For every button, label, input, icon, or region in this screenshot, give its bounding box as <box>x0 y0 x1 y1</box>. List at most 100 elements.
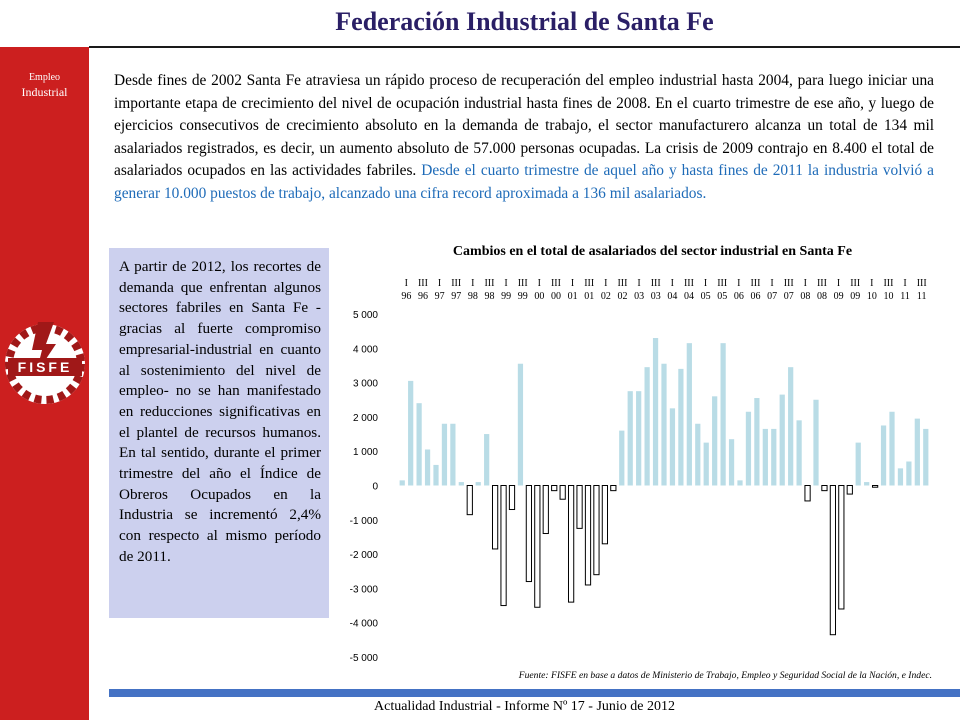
bar <box>804 485 811 502</box>
top-label-quarter: I <box>671 278 674 289</box>
top-label-year: 11 <box>917 291 927 302</box>
bar <box>433 464 439 486</box>
top-label-year: 97 <box>435 291 445 302</box>
bar <box>855 442 861 486</box>
bar <box>399 480 405 486</box>
bar <box>897 468 904 486</box>
top-label-quarter: III <box>750 278 760 289</box>
top-label-year: 04 <box>684 291 694 302</box>
top-label-quarter: III <box>418 278 428 289</box>
top-label-quarter: III <box>451 278 461 289</box>
top-label-year: 96 <box>401 291 411 302</box>
bar <box>796 420 802 486</box>
top-label-year: 08 <box>800 291 810 302</box>
y-tick-label: -3 000 <box>350 584 379 595</box>
bar <box>424 449 431 486</box>
bar <box>584 485 592 586</box>
top-label-quarter: I <box>538 278 541 289</box>
bar <box>906 461 912 486</box>
y-tick-label: -1 000 <box>350 516 379 527</box>
y-tick-label: -4 000 <box>350 619 379 630</box>
bar <box>652 338 659 486</box>
bar <box>408 380 414 486</box>
top-label-quarter: I <box>504 278 507 289</box>
top-label-year: 10 <box>867 291 877 302</box>
bar <box>712 396 718 486</box>
bar <box>517 363 524 486</box>
top-label-year: 07 <box>784 291 794 302</box>
sidebox-note: A partir de 2012, los recortes de demand… <box>109 248 329 618</box>
top-label-year: 04 <box>667 291 677 302</box>
top-label-year: 09 <box>834 291 844 302</box>
top-label-year: 00 <box>534 291 544 302</box>
top-label-quarter: III <box>717 278 727 289</box>
top-label-quarter: III <box>883 278 893 289</box>
top-label-year: 00 <box>551 291 561 302</box>
top-label-quarter: III <box>551 278 561 289</box>
bar <box>754 398 760 486</box>
bar <box>864 482 870 486</box>
page-title: Federación Industrial de Santa Fe <box>335 7 714 36</box>
top-label-quarter: III <box>617 278 627 289</box>
top-label-quarter: III <box>784 278 794 289</box>
chart-source: Fuente: FISFE en base a datos de Ministe… <box>518 670 932 681</box>
bar <box>593 485 600 576</box>
top-label-quarter: I <box>804 278 807 289</box>
bar <box>551 485 558 492</box>
bar <box>610 485 617 492</box>
bar <box>466 485 473 516</box>
bar <box>737 480 743 486</box>
chart-title: Cambios en el total de asalariados del s… <box>452 244 853 259</box>
intro-text: Desde fines de 2002 Santa Fe atraviesa u… <box>114 72 934 179</box>
top-label-year: 07 <box>767 291 777 302</box>
top-label-quarter: I <box>438 278 441 289</box>
y-tick-label: 4 000 <box>353 344 378 355</box>
y-tick-label: 5 000 <box>353 310 378 321</box>
sidebar-label-line2: Industrial <box>21 85 68 99</box>
top-label-year: 97 <box>451 291 461 302</box>
bar <box>728 439 735 486</box>
top-label-year: 01 <box>568 291 578 302</box>
bar <box>627 391 633 486</box>
bar <box>661 363 667 486</box>
logo-text: FISFE <box>18 359 73 375</box>
bar <box>491 485 499 550</box>
bar <box>601 485 609 545</box>
top-label-year: 06 <box>734 291 744 302</box>
bar <box>441 423 448 486</box>
y-tick-label: 1 000 <box>353 447 378 458</box>
top-label-quarter: III <box>484 278 494 289</box>
top-label-year: 03 <box>634 291 644 302</box>
bar <box>779 394 785 486</box>
bar <box>458 482 464 486</box>
bar <box>669 408 676 486</box>
y-axis: 5 000 4 000 3 000 2 000 1 000 0 -1 000 -2 000 -3… <box>350 310 379 664</box>
bar <box>484 434 490 486</box>
bar <box>880 425 887 486</box>
bar <box>559 485 566 500</box>
bar <box>534 485 541 608</box>
fisfe-logo-icon: FISFE <box>2 312 88 410</box>
top-label-quarter: I <box>405 278 408 289</box>
y-tick-label: 0 <box>372 482 378 493</box>
top-label-quarter: I <box>704 278 707 289</box>
top-axis-labels: I96III96I97III97I98III98I99III99I00III00… <box>401 278 926 302</box>
bar <box>871 485 879 488</box>
bar <box>914 418 920 486</box>
bar <box>475 482 481 486</box>
bar <box>678 368 684 486</box>
intro-highlight-text: Desde el cuarto trimestre de aquel año y… <box>114 162 934 202</box>
bar <box>829 485 837 636</box>
top-label-quarter: III <box>817 278 827 289</box>
bar <box>813 399 819 486</box>
top-label-quarter: III <box>651 278 661 289</box>
bar <box>695 423 701 486</box>
intro-paragraph: Desde fines de 2002 Santa Fe atraviesa u… <box>114 70 934 205</box>
bar <box>838 485 845 610</box>
top-label-year: 08 <box>817 291 827 302</box>
top-label-year: 09 <box>850 291 860 302</box>
top-label-year: 05 <box>701 291 711 302</box>
bar <box>762 428 768 486</box>
top-label-quarter: I <box>637 278 640 289</box>
top-label-year: 99 <box>518 291 528 302</box>
